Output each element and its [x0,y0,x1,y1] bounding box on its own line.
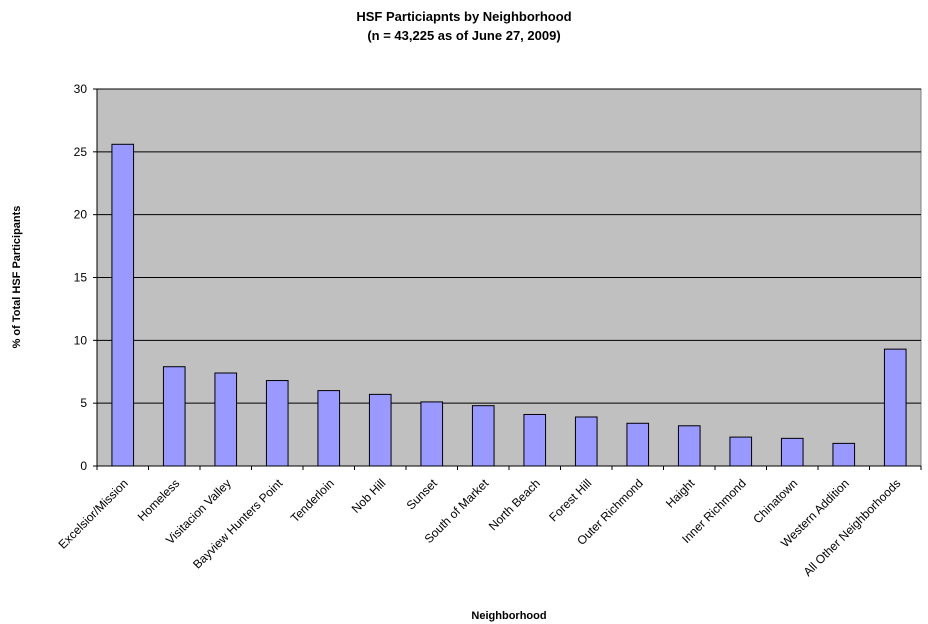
bar [523,413,547,467]
y-tick-label: 20 [74,208,88,222]
x-tick-label: Homeless [135,476,183,524]
bar [420,401,444,467]
bar [626,422,650,467]
bar [471,405,495,467]
x-tick-label: Haight [663,476,698,511]
y-tick-label: 5 [80,396,87,410]
bar [162,366,186,467]
bar [677,425,701,467]
x-tick-label: Tenderloin [288,476,337,525]
x-tick-label: Nob Hill [349,476,389,516]
x-tick-label: Bayview Hunters Point [190,476,286,572]
bar [111,143,135,467]
x-tick-label: North Beach [486,476,543,533]
bar [317,390,341,467]
bar [780,437,804,467]
y-axis-title: % of Total HSF Participants [11,206,23,349]
x-tick-label: Excelsior/Mission [55,476,130,551]
y-tick-label: 25 [74,145,88,159]
y-tick-label: 15 [74,271,88,285]
x-tick-label: Forest Hill [546,476,594,524]
bar [832,442,856,467]
bar [214,372,238,467]
bar [883,348,907,467]
y-axis-ticks: 0 5 10 15 20 25 30 [74,82,97,473]
y-tick-label: 0 [80,459,87,473]
bar [729,436,753,467]
chart-title: HSF Particiapnts by Neighborhood [356,9,571,24]
x-tick-label: Chinatown [750,476,800,526]
bars [111,143,907,467]
y-tick-label: 30 [74,82,88,96]
x-axis-ticks [96,466,922,470]
chart-subtitle: (n = 43,225 as of June 27, 2009) [367,28,560,43]
bar [574,416,598,467]
bar [368,393,392,467]
x-axis-title: Neighborhood [471,610,546,622]
x-tick-label: Sunset [404,476,441,513]
x-tick-label: All Other Neighborhoods [801,476,904,579]
y-tick-label: 10 [74,333,88,347]
bar [265,380,289,467]
